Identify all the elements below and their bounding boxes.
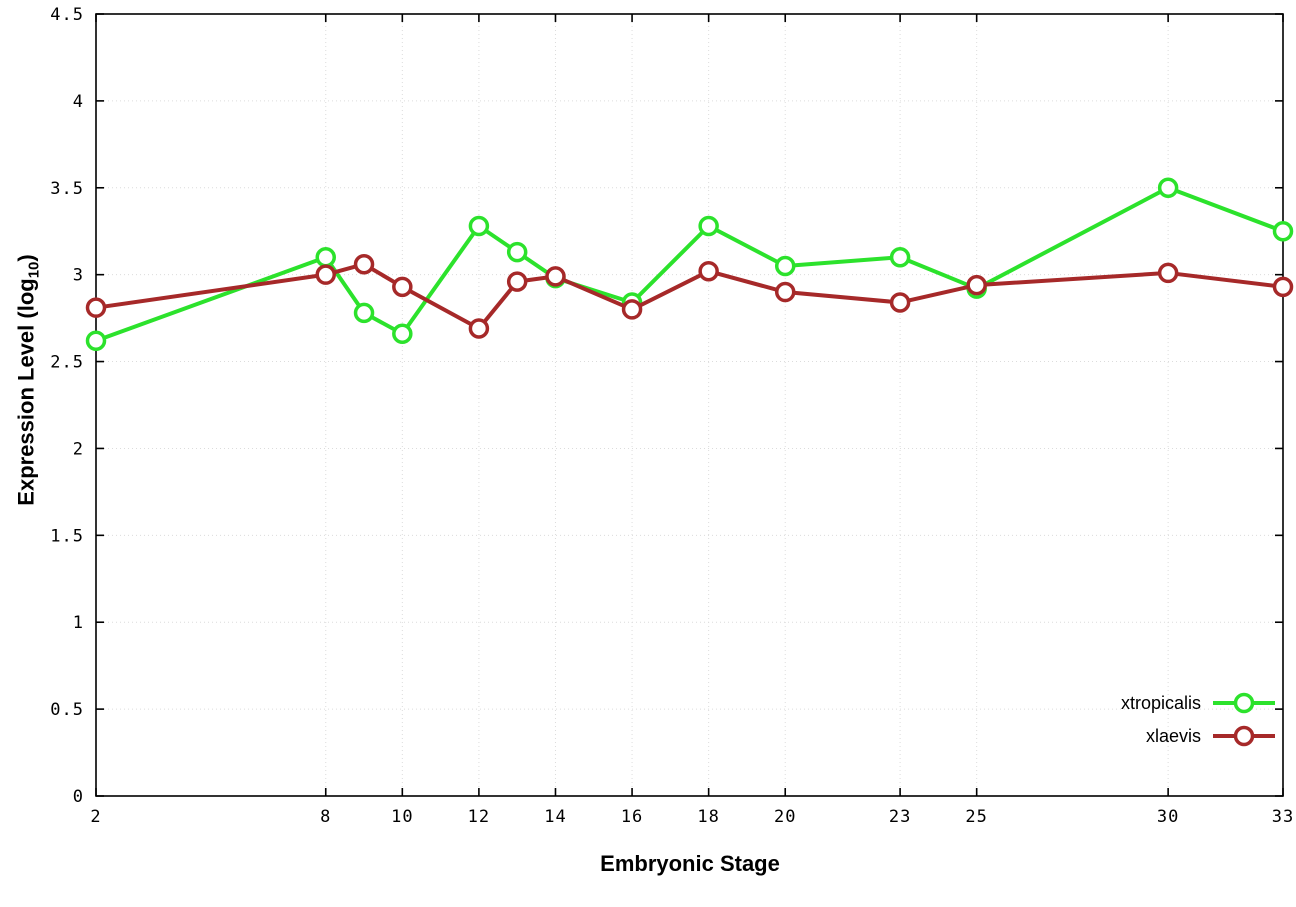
data-point-xtropicalis — [85, 330, 107, 351]
data-point-xlaevis — [353, 253, 375, 275]
data-point-xtropicalis — [315, 247, 336, 268]
data-point-xlaevis — [468, 318, 490, 339]
legend-marker-xlaevis — [1233, 725, 1255, 747]
x-axis-label: Embryonic Stage — [600, 851, 780, 876]
series-line-xlaevis — [94, 262, 1285, 331]
data-point-xtropicalis — [698, 215, 719, 237]
data-point-xlaevis — [506, 271, 528, 292]
data-point-xtropicalis — [1157, 177, 1179, 199]
y-axis-label: Expression Level (log10) — [13, 254, 42, 505]
y-axis-label-subscript: 10 — [25, 261, 43, 279]
legend-label-xtropicalis: xtropicalis — [1121, 693, 1201, 713]
x-tick-label: 12 — [468, 807, 490, 827]
data-point-xtropicalis — [889, 247, 911, 268]
data-point-xlaevis — [621, 299, 643, 320]
series-line-xtropicalis — [94, 185, 1285, 343]
legend-label-xlaevis: xlaevis — [1146, 726, 1201, 746]
legend-marker-xtropicalis — [1233, 692, 1255, 714]
y-tick-label: 3 — [73, 266, 84, 286]
data-point-xtropicalis — [353, 302, 375, 324]
data-point-xlaevis — [1272, 276, 1294, 298]
y-axis-label-main: Expression Level (log — [13, 278, 39, 506]
data-point-xlaevis — [966, 274, 987, 296]
x-tick-label: 8 — [320, 807, 331, 827]
data-point-xtropicalis — [468, 215, 490, 237]
x-tick-label: 20 — [774, 807, 796, 827]
x-tick-label: 30 — [1157, 807, 1179, 827]
y-tick-label: 4 — [73, 92, 84, 112]
x-tick-label: 23 — [889, 807, 911, 827]
x-tick-label: 16 — [621, 807, 643, 827]
data-point-xlaevis — [85, 297, 107, 318]
data-point-xtropicalis — [392, 323, 413, 345]
plot-border — [95, 13, 1284, 797]
y-tick-label: 0 — [73, 787, 84, 807]
data-point-xtropicalis — [506, 241, 528, 263]
y-tick-label: 3.5 — [50, 179, 84, 199]
x-tick-label: 2 — [90, 807, 101, 827]
data-point-xlaevis — [698, 260, 719, 282]
x-tick-label: 25 — [965, 807, 987, 827]
y-axis-label-end: ) — [13, 254, 39, 262]
data-point-xlaevis — [1157, 262, 1179, 284]
y-tick-label: 1 — [73, 613, 84, 633]
data-point-xtropicalis — [774, 255, 796, 277]
data-point-xlaevis — [392, 276, 413, 298]
x-tick-label: 14 — [544, 807, 566, 827]
y-tick-label: 2 — [73, 439, 84, 459]
x-tick-label: 33 — [1272, 807, 1294, 827]
data-point-xlaevis — [774, 281, 796, 303]
x-tick-label: 10 — [391, 807, 413, 827]
y-tick-label: 1.5 — [50, 526, 84, 546]
data-point-xlaevis — [545, 266, 566, 287]
y-tick-label: 4.5 — [50, 5, 84, 25]
data-point-xlaevis — [315, 264, 336, 285]
y-tick-label: 0.5 — [50, 700, 84, 720]
data-point-xtropicalis — [1272, 220, 1294, 242]
y-tick-label: 2.5 — [50, 353, 84, 373]
data-point-xlaevis — [889, 292, 911, 313]
x-tick-label: 18 — [697, 807, 719, 827]
